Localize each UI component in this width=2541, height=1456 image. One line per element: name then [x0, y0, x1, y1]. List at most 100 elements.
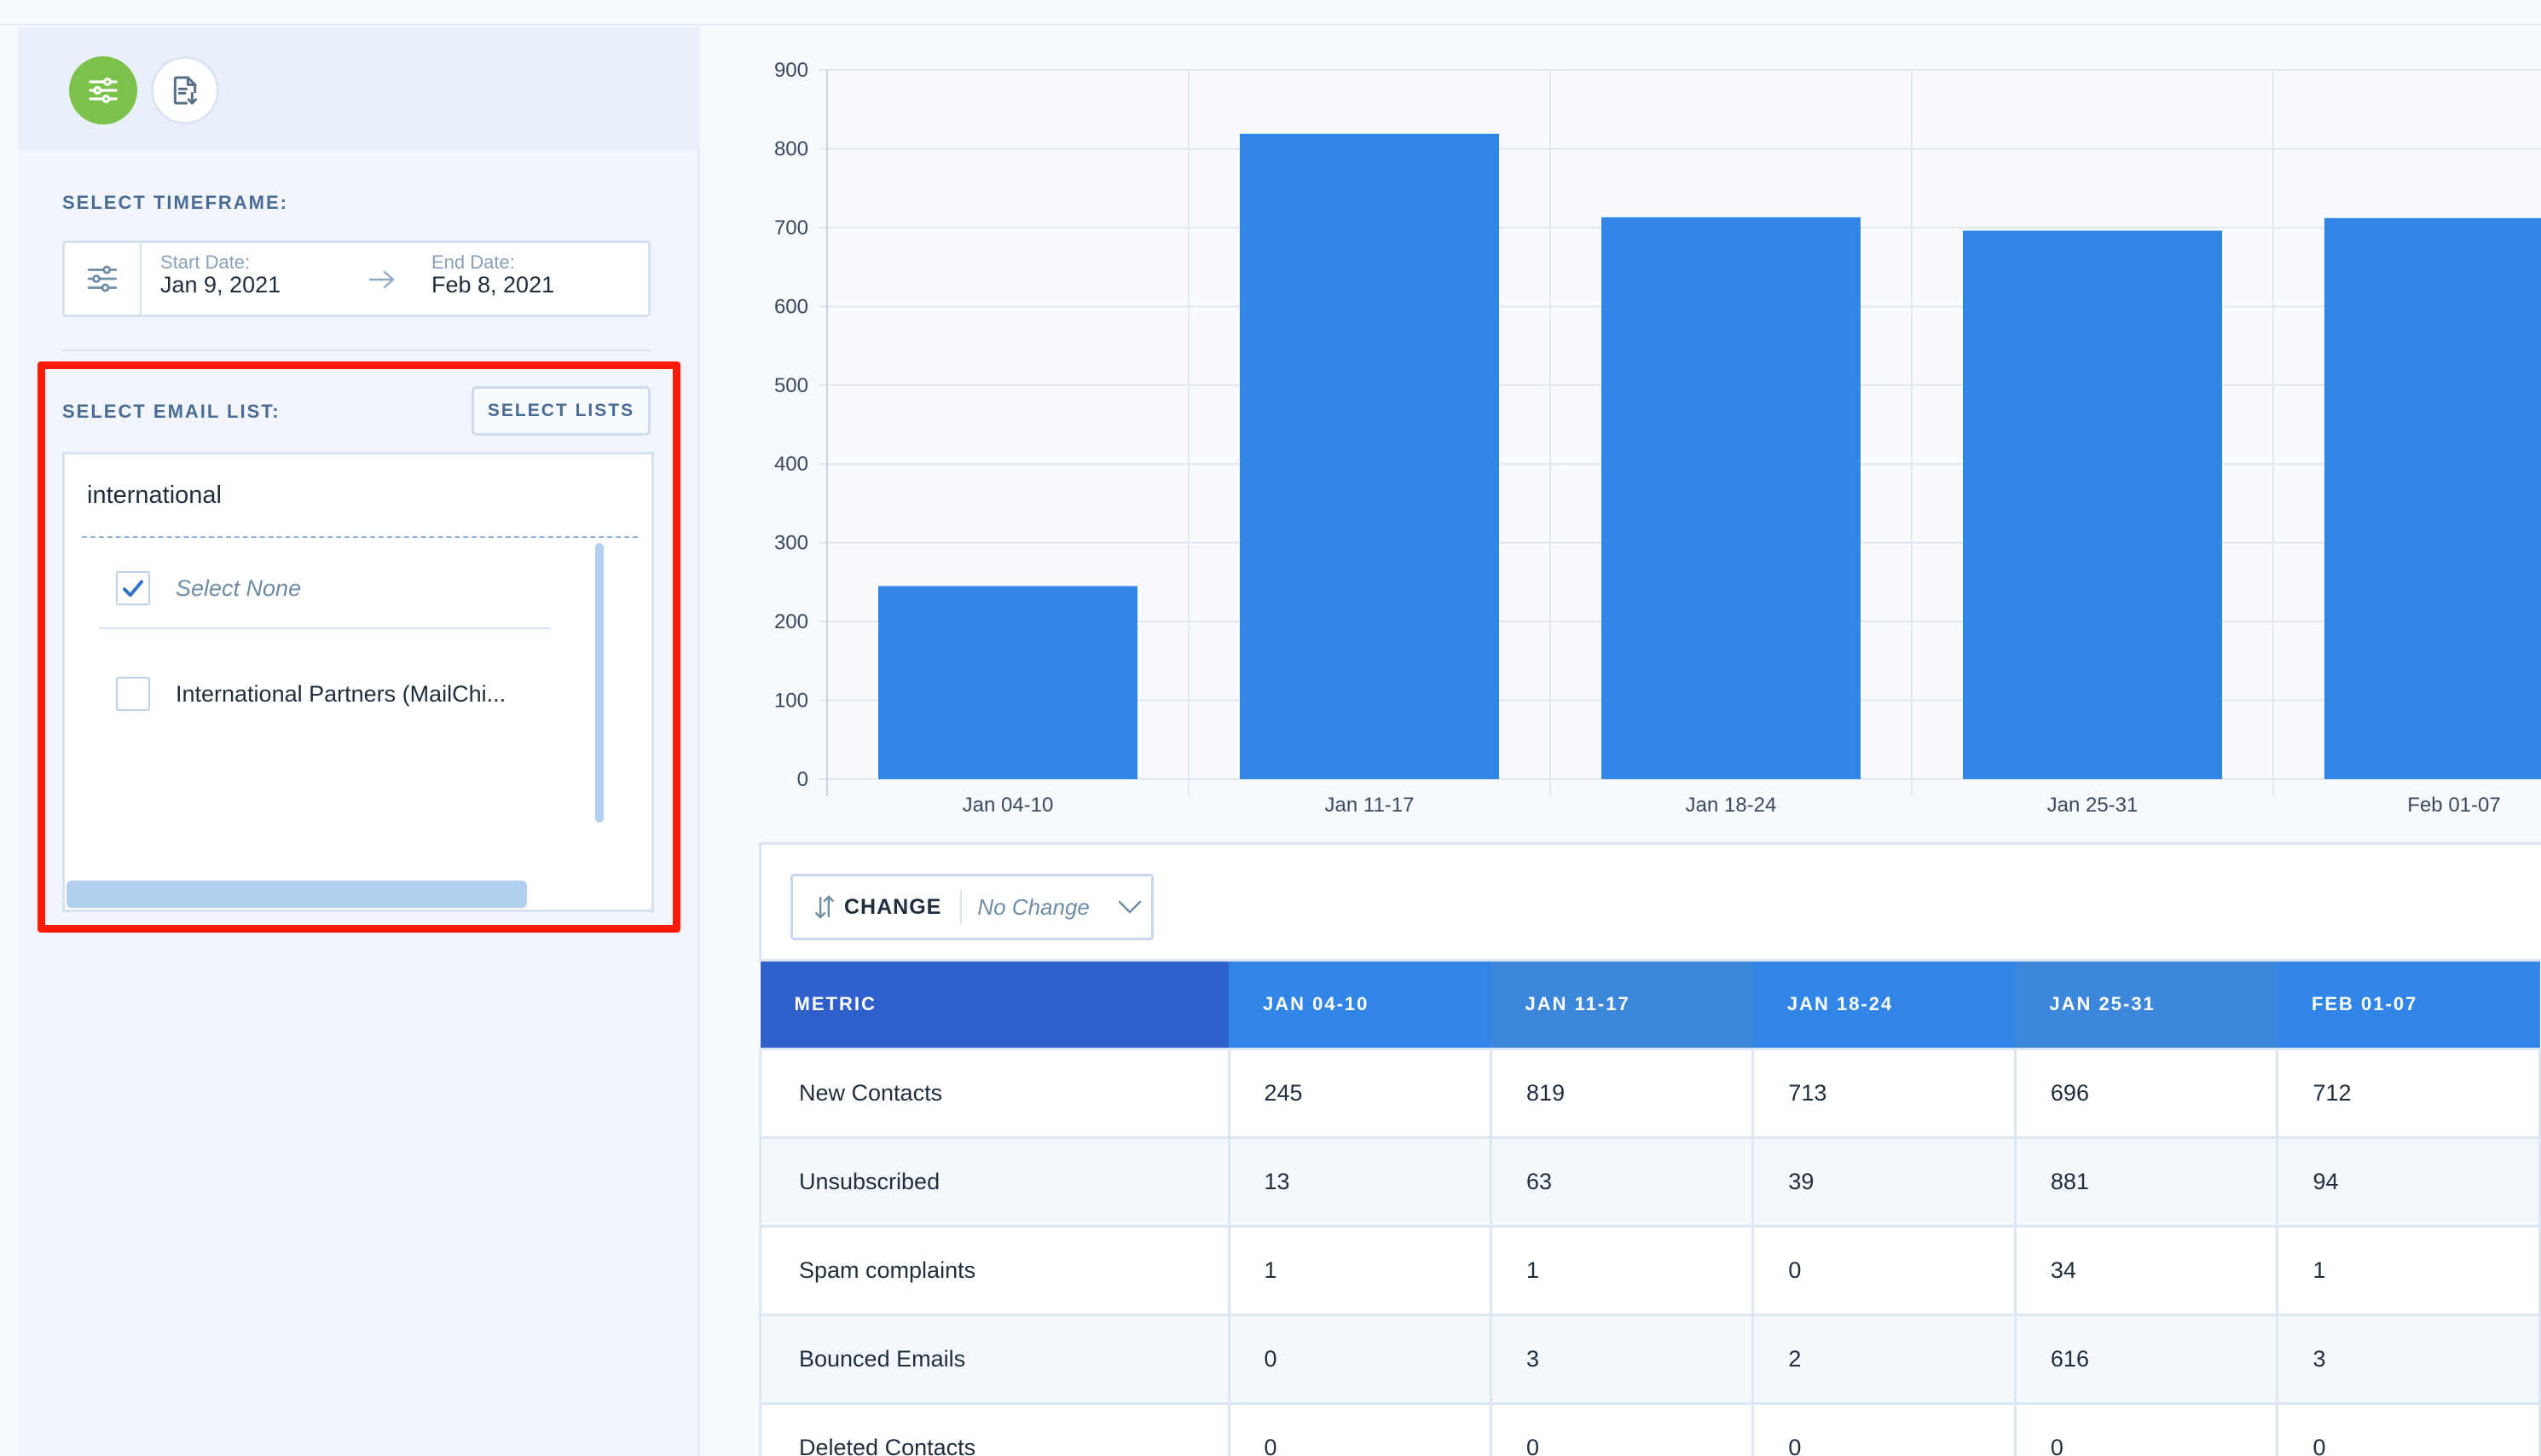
end-date-value[interactable]: Feb 8, 2021	[431, 272, 555, 298]
table-cell: 1	[1229, 1224, 1493, 1314]
table-cell: 34	[2015, 1224, 2279, 1314]
table-row: Deleted Contacts 0 0 0 0 0	[759, 1401, 2541, 1456]
table-row: Bounced Emails 0 3 2 616 3	[759, 1313, 2541, 1403]
table-cell: 0	[1490, 1401, 1755, 1456]
column-header[interactable]: JAN 11-17	[1490, 962, 1753, 1049]
option-label: International Partners (MailChi...	[176, 680, 506, 707]
table-cell: 616	[2015, 1313, 2279, 1403]
export-report-button[interactable]	[151, 56, 219, 124]
column-header[interactable]: JAN 18-24	[1752, 962, 2016, 1049]
bar	[1601, 217, 1861, 780]
select-lists-button[interactable]: SELECT LISTS	[472, 386, 651, 436]
table-cell: 2	[1752, 1313, 2017, 1403]
date-range-picker[interactable]: Start Date: Jan 9, 2021 End Date: Feb 8,…	[62, 240, 651, 317]
y-tick-label: 200	[774, 610, 808, 633]
checkbox-checked[interactable]	[116, 571, 150, 605]
timeframe-label: SELECT TIMEFRAME:	[62, 192, 288, 213]
start-date-caption: Start Date:	[160, 251, 251, 273]
table-cell: 819	[1490, 1047, 1755, 1137]
sliders-icon	[89, 78, 118, 103]
bar	[1240, 133, 1499, 779]
y-tick-label: 700	[774, 217, 808, 240]
table-row: New Contacts 245 819 713 696 712	[759, 1047, 2541, 1137]
table-header-row: METRIC JAN 04-10 JAN 11-17 JAN 18-24 JAN…	[760, 962, 2540, 1049]
option-select-none[interactable]: Select None	[99, 550, 551, 627]
x-tick-label: Feb 01-07	[2407, 794, 2500, 817]
date-range-settings[interactable]	[65, 243, 142, 315]
y-tick-label: 600	[774, 295, 808, 318]
table-cell: 1	[1490, 1224, 1755, 1314]
table-cell: 0	[1229, 1401, 1493, 1456]
table-cell: 63	[1490, 1135, 1755, 1226]
bar	[2324, 217, 2541, 780]
column-header[interactable]: JAN 04-10	[1229, 962, 1491, 1049]
y-tick-label: 300	[774, 532, 808, 555]
y-tick-label: 900	[774, 59, 808, 82]
metric-name: Unsubscribed	[759, 1135, 1230, 1226]
email-list-dropdown: Select None International Partners (Mail…	[62, 452, 654, 912]
metric-name: Deleted Contacts	[759, 1401, 1230, 1456]
option-international-partners[interactable]: International Partners (MailChi...	[99, 656, 551, 732]
horizontal-scrollbar[interactable]	[67, 881, 527, 908]
table-cell: 881	[2015, 1135, 2279, 1226]
sliders-icon	[87, 265, 118, 292]
y-tick-label: 100	[774, 690, 808, 713]
list-search-input[interactable]	[87, 473, 633, 517]
chevron-down-icon	[1118, 900, 1142, 914]
change-label: CHANGE	[844, 894, 942, 919]
top-bar	[0, 0, 2541, 26]
table-cell: 245	[1229, 1047, 1493, 1137]
change-separator	[960, 890, 963, 924]
table-row: Unsubscribed 13 63 39 881 94	[759, 1135, 2541, 1226]
x-tick-label: Jan 11-17	[1325, 794, 1415, 817]
x-tick-label: Jan 04-10	[963, 794, 1054, 817]
table-cell: 13	[1229, 1135, 1493, 1226]
x-tick-label: Jan 25-31	[2047, 794, 2139, 817]
option-divider	[99, 627, 551, 629]
option-label: Select None	[176, 575, 302, 601]
table-cell: 39	[1752, 1135, 2017, 1226]
table-cell: 0	[2015, 1401, 2279, 1456]
table-cell: 0	[1752, 1224, 2017, 1314]
y-tick-label: 0	[797, 768, 808, 791]
change-selector[interactable]: CHANGE No Change	[790, 874, 1154, 940]
metric-name: Bounced Emails	[759, 1313, 1230, 1403]
column-header[interactable]: METRIC	[760, 962, 1229, 1049]
filters-button[interactable]	[69, 56, 137, 124]
bar	[878, 586, 1137, 779]
column-header[interactable]: JAN 25-31	[2015, 962, 2278, 1049]
table-cell: 94	[2277, 1135, 2541, 1226]
checkbox-unchecked[interactable]	[116, 677, 150, 711]
divider	[62, 350, 651, 351]
y-tick-label: 400	[774, 453, 808, 476]
bar-chart-svg: 0 100 200 300 400 500 600 700 800 900 Jan 04-10 Jan…	[774, 59, 2541, 817]
vertical-scrollbar[interactable]	[595, 543, 604, 823]
bar	[1963, 230, 2222, 779]
change-value: No Change	[977, 893, 1090, 920]
y-tick-label: 500	[774, 374, 808, 397]
table-cell: 0	[2277, 1401, 2541, 1456]
metrics-table: METRIC JAN 04-10 JAN 11-17 JAN 18-24 JAN…	[759, 962, 2541, 1456]
highlight-frame	[38, 361, 680, 933]
table-cell: 3	[2277, 1313, 2541, 1403]
table-cell: 696	[2015, 1047, 2279, 1137]
table-cell: 3	[1490, 1313, 1755, 1403]
search-underline	[82, 536, 638, 538]
change-panel: CHANGE No Change	[759, 842, 2541, 962]
start-date-value[interactable]: Jan 9, 2021	[160, 272, 281, 298]
sort-arrows-icon	[815, 895, 834, 919]
filter-sidebar: SELECT TIMEFRAME: Start Date: Jan 9, 202…	[18, 27, 700, 1456]
metric-name: New Contacts	[759, 1047, 1230, 1137]
y-tick-label: 800	[774, 137, 808, 160]
bar-chart: 0 100 200 300 400 500 600 700 800 900 Jan 04-10 Jan…	[733, 27, 2541, 837]
sidebar-header	[18, 27, 700, 151]
checkmark-icon	[123, 580, 143, 598]
document-download-icon	[173, 76, 197, 105]
table-cell: 0	[1229, 1313, 1493, 1403]
end-date-caption: End Date:	[431, 251, 515, 273]
email-list-label: SELECT EMAIL LIST:	[62, 401, 281, 422]
table-row: Spam complaints 1 1 0 34 1	[759, 1224, 2541, 1314]
column-header[interactable]: FEB 01-07	[2277, 962, 2540, 1049]
table-cell: 713	[1752, 1047, 2017, 1137]
table-cell: 1	[2277, 1224, 2541, 1314]
